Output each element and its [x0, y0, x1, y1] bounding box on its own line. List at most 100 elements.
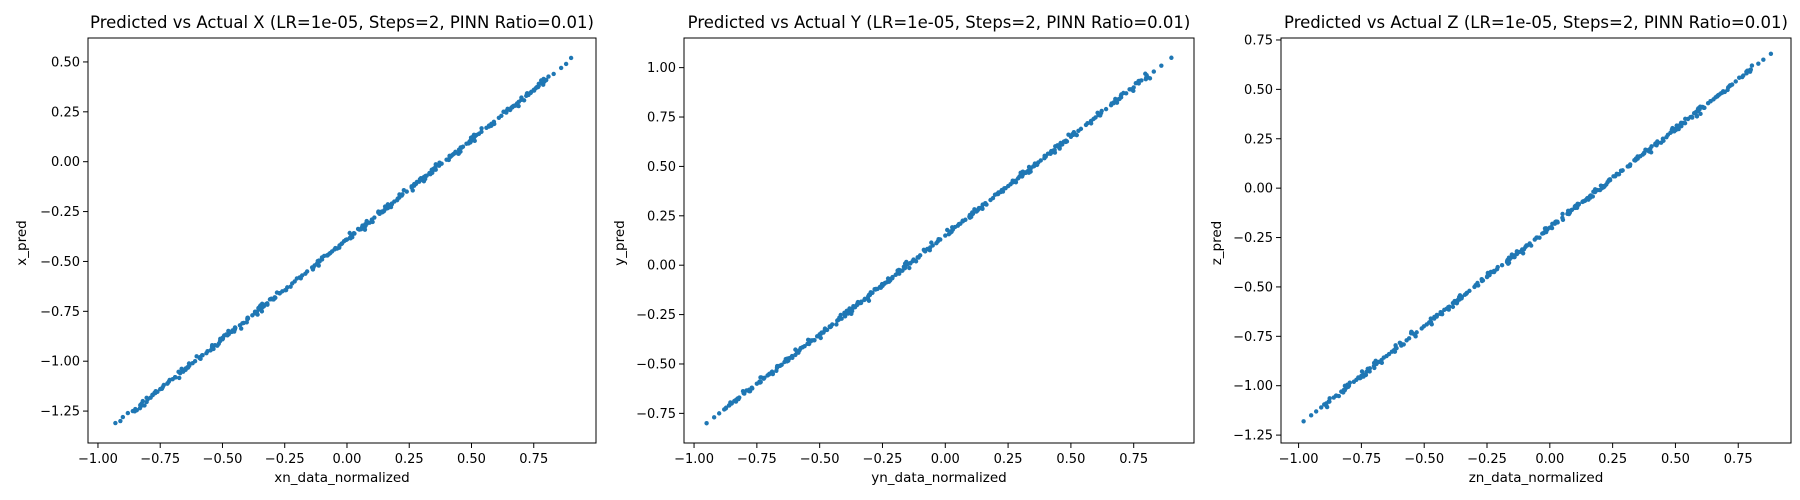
data-point [324, 253, 330, 258]
data-point [460, 144, 466, 149]
y-tick-label: 0.50 [51, 55, 80, 70]
data-point [711, 415, 717, 420]
data-point [1658, 140, 1664, 145]
x-tick-label: −0.25 [1467, 452, 1507, 467]
y-tick-label: −1.00 [1233, 379, 1273, 394]
data-point [521, 98, 527, 103]
data-point [812, 337, 817, 343]
y-axis-label: y_pred [612, 220, 628, 265]
axes-frame [1280, 37, 1792, 444]
data-point [218, 337, 223, 342]
data-point [215, 343, 220, 348]
data-point [819, 330, 824, 335]
data-point [1446, 307, 1451, 312]
x-tick-label: 0.75 [1119, 452, 1148, 467]
data-point [516, 103, 521, 109]
data-point [468, 135, 474, 140]
data-point [1119, 92, 1124, 97]
data-point [824, 327, 830, 333]
axes-frame [683, 37, 1195, 444]
data-point [1038, 158, 1043, 163]
data-point [904, 262, 909, 268]
data-point [1147, 76, 1153, 81]
data-point [1342, 388, 1347, 393]
data-point [568, 55, 574, 61]
data-point [372, 215, 377, 220]
x-tick-label: 0.50 [457, 452, 486, 467]
data-point [294, 276, 300, 281]
data-point [150, 392, 155, 397]
data-point [1450, 300, 1456, 306]
data-point [1521, 247, 1527, 252]
data-point [479, 129, 484, 134]
data-point [1475, 280, 1480, 286]
data-point [916, 255, 921, 260]
data-point [183, 367, 188, 373]
data-point [1313, 409, 1319, 414]
data-point [225, 332, 230, 338]
chart-panel-x: Predicted vs Actual X (LR=1e-05, Steps=2… [14, 13, 597, 486]
data-point [1459, 296, 1464, 301]
data-point [1137, 78, 1142, 84]
tick-group: −1.00 −0.75 −0.50 −0.25 0.00 0.25 0.50 0.75 −0.7… [636, 61, 1148, 467]
data-point [1727, 84, 1732, 89]
data-point [950, 227, 955, 232]
data-point [1095, 110, 1100, 115]
data-point [1506, 260, 1512, 265]
data-point [866, 294, 871, 299]
data-point [1013, 178, 1018, 183]
data-point [546, 74, 551, 79]
data-point [1619, 168, 1625, 174]
data-point [351, 231, 357, 236]
data-point [1586, 197, 1591, 202]
data-point [1169, 55, 1174, 60]
y-tick-label: −1.00 [40, 355, 80, 370]
data-point [726, 403, 732, 408]
data-point [283, 287, 288, 293]
data-point [750, 386, 755, 391]
y-tick-label: 1.00 [647, 61, 676, 76]
data-point [263, 301, 269, 307]
data-point [1366, 366, 1372, 372]
data-point [397, 193, 403, 199]
data-point [818, 335, 823, 341]
data-point [834, 322, 839, 327]
data-point [967, 212, 973, 218]
chart-title: Predicted vs Actual X (LR=1e-05, Steps=2… [90, 13, 594, 32]
data-point [192, 359, 198, 364]
data-point [427, 170, 432, 176]
data-point [1099, 108, 1104, 114]
data-point [1026, 164, 1032, 170]
data-point [934, 240, 939, 246]
y-tick-label: −1.25 [40, 405, 80, 420]
data-point [1698, 111, 1703, 117]
data-point [1093, 115, 1098, 120]
data-point [1088, 121, 1094, 126]
x-tick-label: −0.25 [863, 452, 903, 467]
x-tick-label: 0.00 [1535, 452, 1564, 467]
chart-title: Predicted vs Actual Y (LR=1e-05, Steps=2… [688, 13, 1191, 32]
data-point [911, 257, 916, 262]
data-point [337, 245, 342, 250]
y-tick-label: 0.75 [1244, 33, 1273, 48]
data-point [288, 284, 293, 289]
data-point [1327, 399, 1332, 404]
data-point [855, 302, 860, 307]
data-point [358, 226, 364, 232]
data-point [784, 359, 790, 364]
y-tick-label: −0.25 [636, 308, 676, 323]
x-axis-label: xn_data_normalized [274, 470, 409, 486]
data-point [828, 324, 834, 329]
data-point [315, 258, 320, 264]
data-point [1414, 330, 1419, 335]
data-point [990, 195, 996, 201]
chart-title: Predicted vs Actual Z (LR=1e-05, Steps=2… [1284, 13, 1788, 32]
data-point [472, 138, 477, 144]
data-point [800, 345, 805, 350]
y-tick-label: 0.50 [647, 160, 676, 175]
data-point [1055, 143, 1060, 148]
tick-group: −1.00 −0.75 −0.50 −0.25 0.00 0.25 0.50 0.75 −1.2… [40, 55, 548, 467]
data-point [1576, 202, 1581, 207]
data-point [992, 192, 998, 197]
